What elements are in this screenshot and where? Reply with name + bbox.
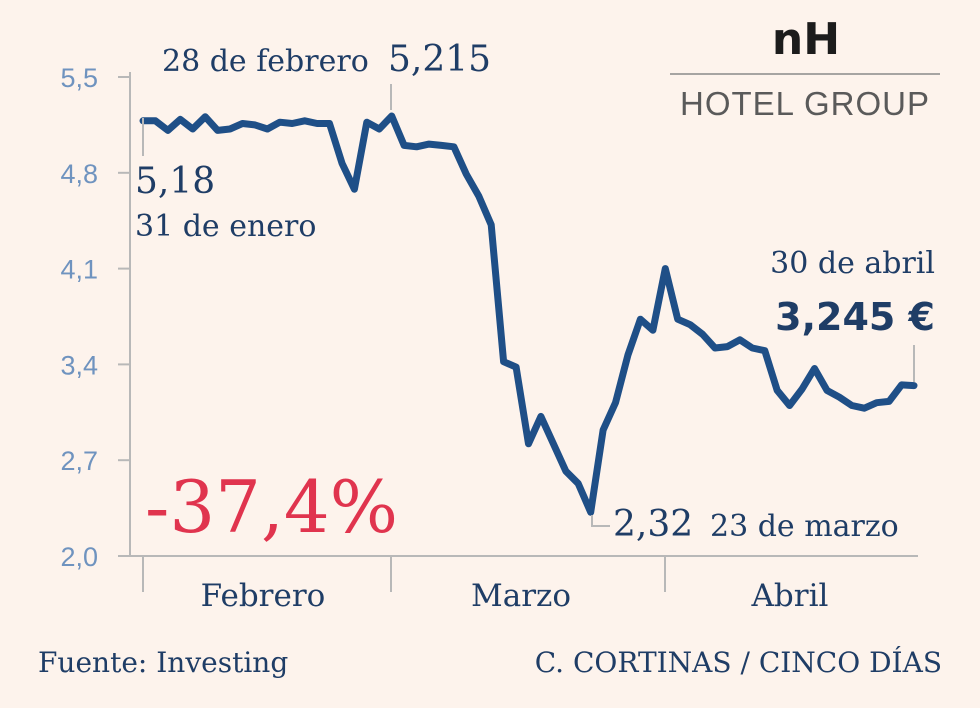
y-ticks: 5,5 4,8 4,1 3,4 2,7 2,0 [60, 63, 130, 572]
price-line [139, 112, 918, 516]
low-leader [591, 515, 610, 527]
y-tick-label: 4,8 [60, 159, 98, 189]
low-date-label: 23 de marzo [710, 509, 899, 544]
month-label-abril: Abril [751, 578, 829, 614]
month-label-febrero: Febrero [201, 578, 326, 614]
low-value-label: 2,32 [613, 504, 693, 545]
end-date-label: 30 de abril [770, 246, 935, 281]
y-tick-label: 2,0 [60, 542, 98, 572]
month-label-marzo: Marzo [471, 578, 571, 614]
logo-text: HOTEL GROUP [680, 85, 930, 122]
source-text: Fuente: Investing [38, 646, 288, 679]
y-tick-label: 5,5 [60, 63, 98, 93]
y-tick-label: 3,4 [60, 350, 98, 380]
peak-value-label: 5,215 [388, 39, 491, 80]
nh-logo-mark: nH [772, 14, 840, 65]
peak-date-label: 28 de febrero [162, 44, 369, 79]
month-dividers [142, 556, 666, 592]
credit-text: C. CORTINAS / CINCO DÍAS [535, 646, 942, 679]
change-percentage: -37,4% [145, 465, 398, 549]
start-value-label: 5,18 [135, 161, 215, 202]
end-value-label: 3,245 € [775, 295, 935, 339]
y-tick-label: 4,1 [60, 255, 98, 285]
y-tick-label: 2,7 [60, 446, 98, 476]
start-date-label: 31 de enero [135, 209, 316, 244]
